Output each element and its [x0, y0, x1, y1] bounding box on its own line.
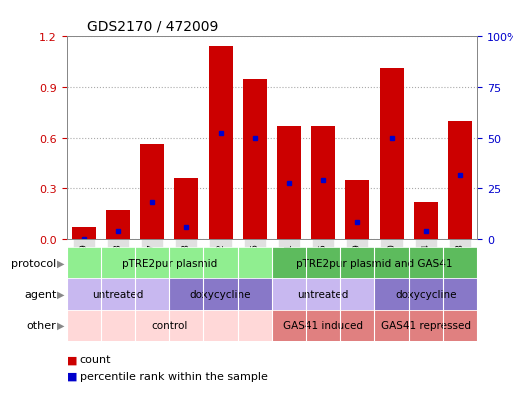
Bar: [414, 202, 438, 240]
Text: ▶: ▶: [56, 289, 64, 299]
Text: control: control: [151, 320, 187, 330]
Bar: [311, 126, 335, 240]
Bar: [67, 310, 272, 341]
Text: pTRE2pur plasmid and GAS41: pTRE2pur plasmid and GAS41: [296, 258, 453, 268]
Text: GAS41 repressed: GAS41 repressed: [381, 320, 471, 330]
Bar: [272, 310, 374, 341]
Text: agent: agent: [24, 289, 56, 299]
Bar: [209, 47, 232, 240]
Bar: [169, 279, 272, 310]
Bar: [106, 211, 130, 240]
Text: GDS2170 / 472009: GDS2170 / 472009: [87, 19, 219, 33]
Text: ▶: ▶: [56, 258, 64, 268]
Text: percentile rank within the sample: percentile rank within the sample: [80, 371, 267, 381]
Bar: [345, 180, 369, 240]
Text: count: count: [80, 354, 111, 364]
Text: other: other: [27, 320, 56, 330]
Bar: [374, 279, 477, 310]
Bar: [174, 179, 199, 240]
Text: GAS41 induced: GAS41 induced: [283, 320, 363, 330]
Bar: [72, 228, 96, 240]
Bar: [140, 145, 164, 240]
Bar: [272, 279, 374, 310]
Text: untreated: untreated: [298, 289, 349, 299]
Text: doxycycline: doxycycline: [395, 289, 457, 299]
Text: pTRE2pur plasmid: pTRE2pur plasmid: [122, 258, 217, 268]
Text: doxycycline: doxycycline: [190, 289, 251, 299]
Text: untreated: untreated: [92, 289, 144, 299]
Bar: [243, 79, 267, 240]
Text: ▶: ▶: [56, 320, 64, 330]
Text: protocol: protocol: [11, 258, 56, 268]
Bar: [374, 310, 477, 341]
Bar: [277, 126, 301, 240]
Bar: [67, 248, 272, 279]
Text: ■: ■: [67, 354, 77, 364]
Bar: [67, 279, 169, 310]
Bar: [380, 69, 404, 240]
Text: ■: ■: [67, 371, 77, 381]
Bar: [272, 248, 477, 279]
Bar: [448, 121, 472, 240]
